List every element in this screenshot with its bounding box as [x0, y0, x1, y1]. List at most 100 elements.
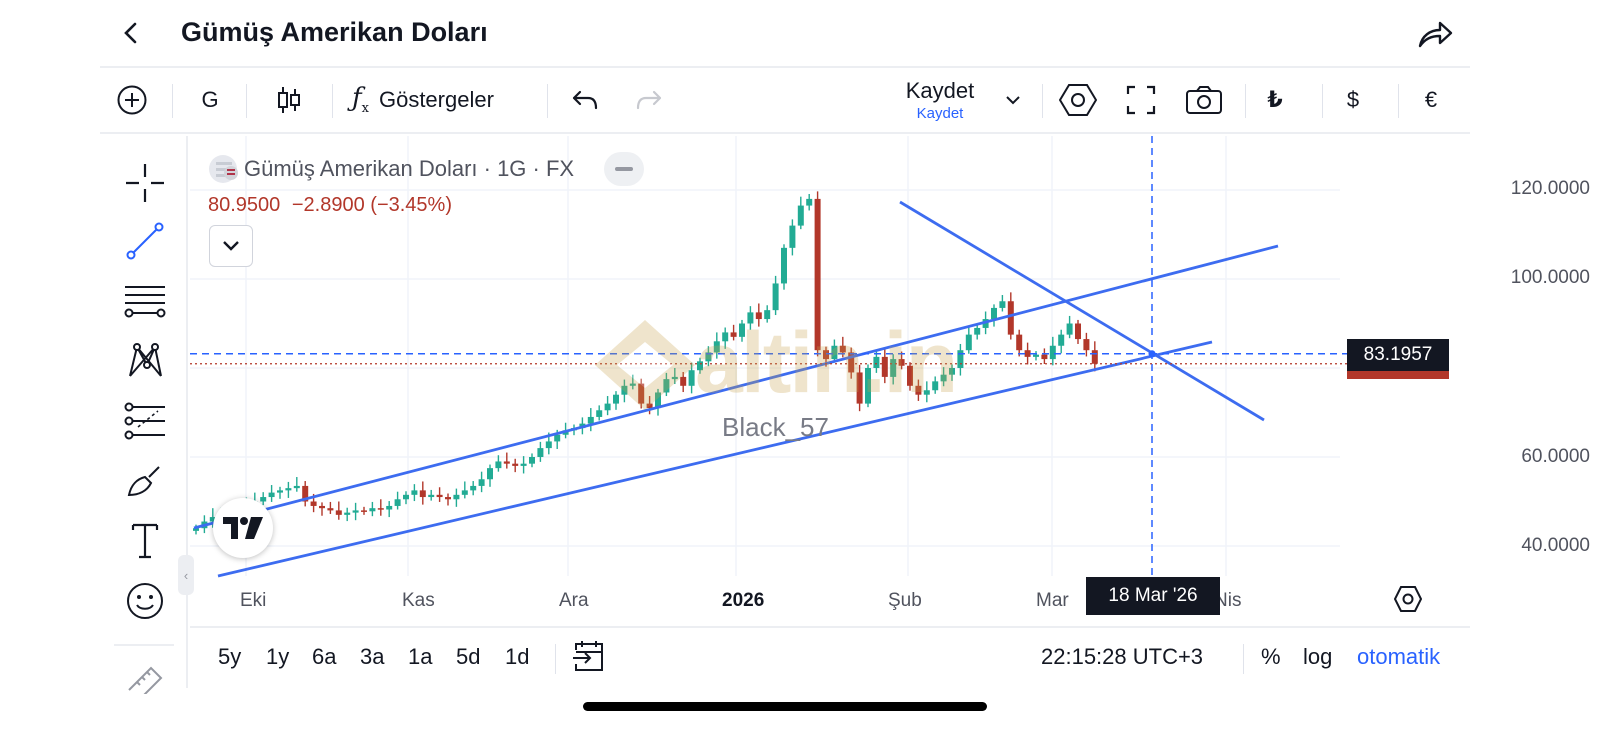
candle-body [797, 205, 804, 226]
plus-circle-icon [117, 85, 147, 115]
last-price-badge: 83.1957 [1347, 339, 1449, 371]
range-1d[interactable]: 1d [505, 644, 530, 669]
candle-body [663, 379, 670, 393]
candle-body [898, 359, 905, 366]
save-sublabel: Kaydet [916, 105, 964, 122]
minus-icon [615, 167, 634, 171]
save-label: Kaydet [905, 78, 975, 103]
candle-body [705, 352, 712, 362]
page-title: Gümüş Amerikan Doları [181, 17, 488, 47]
candles-icon [278, 87, 300, 113]
undo-button[interactable] [568, 68, 602, 132]
brush-tool[interactable] [122, 458, 168, 504]
crosshair-time-badge: 18 Mar '26 [1086, 577, 1220, 615]
screenshot-button[interactable] [1184, 68, 1224, 132]
emoji-tool[interactable] [122, 578, 168, 624]
legend-expand-button[interactable] [209, 225, 253, 267]
us-flag-icon [209, 155, 238, 183]
descending-trendline [899, 200, 1265, 422]
candle-body [831, 345, 838, 360]
price-label: 100.0000 [1510, 267, 1590, 288]
author-label: Black_57 [722, 412, 829, 442]
ruler-tool[interactable] [122, 656, 168, 702]
text-icon [131, 523, 159, 559]
candle-body [537, 448, 544, 457]
candle-body [453, 494, 460, 500]
candle-body [881, 356, 888, 377]
candle-body [260, 497, 267, 502]
range-5d[interactable]: 5d [456, 644, 481, 669]
candle-body [428, 494, 435, 498]
interval-button[interactable]: G [201, 87, 219, 112]
candle-body [923, 390, 930, 395]
save-button[interactable]: Kaydet Kaydet [900, 78, 980, 122]
forecast-tool[interactable] [122, 398, 168, 444]
candle-body [310, 501, 317, 506]
text-tool[interactable] [122, 518, 168, 564]
redo-icon [636, 90, 662, 110]
fullscreen-button[interactable] [1124, 68, 1158, 132]
currency-try-button[interactable]: ₺ [1267, 87, 1283, 112]
crosshair-icon [126, 164, 164, 202]
currency-eur-button[interactable]: € [1424, 87, 1438, 112]
candle-body [268, 492, 275, 498]
range-1y[interactable]: 1y [266, 644, 290, 669]
candle-body [991, 307, 997, 320]
candle-body [1033, 354, 1039, 357]
scale-settings-button[interactable] [1393, 586, 1423, 617]
symbol-title[interactable]: Gümüş Amerikan Doları · 1G · FX [244, 156, 575, 181]
candle-body [629, 383, 636, 386]
range-6a[interactable]: 6a [312, 644, 337, 669]
range-3a[interactable]: 3a [360, 644, 385, 669]
log-scale-toggle[interactable]: log [1303, 644, 1333, 669]
crosshair-tool[interactable] [122, 160, 168, 206]
camera-icon [1186, 86, 1222, 114]
indicators-label: Göstergeler [378, 87, 494, 112]
candle-body [293, 485, 300, 489]
goto-date-button[interactable] [572, 640, 606, 679]
collapse-toolbar-handle[interactable]: ‹ [178, 555, 194, 595]
price-chart[interactable] [190, 136, 1470, 624]
auto-scale-toggle[interactable]: otomatik [1357, 644, 1441, 669]
add-symbol-button[interactable] [112, 68, 152, 132]
candle-body [722, 332, 729, 342]
last-value: 80.9500 [208, 194, 281, 216]
candle-body [545, 441, 552, 449]
indicators-button[interactable]: ƒx Göstergeler [352, 68, 530, 132]
candle-body [613, 394, 619, 404]
range-5y[interactable]: 5y [218, 644, 242, 669]
candle-body [209, 517, 216, 522]
candle-body [747, 312, 754, 324]
crosshair-layer [190, 136, 1350, 576]
share-button[interactable] [1416, 16, 1454, 57]
time-label: Nis [1214, 590, 1242, 611]
range-1a[interactable]: 1a [408, 644, 433, 669]
divider [1042, 84, 1043, 118]
clock-timezone[interactable]: 22:15:28 UTC+3 [1041, 644, 1204, 669]
pattern-tool[interactable] [122, 338, 168, 384]
candle-body [1058, 334, 1065, 346]
currency-usd-button[interactable]: $ [1346, 87, 1360, 112]
tradingview-logo[interactable] [213, 498, 273, 558]
forecast-icon [124, 402, 165, 440]
percent-scale-toggle[interactable]: % [1261, 644, 1281, 669]
chart-type-button[interactable] [272, 68, 306, 132]
trendline-tool[interactable] [122, 218, 168, 264]
change-percent: (−3.45%) [370, 194, 452, 216]
candle-body [520, 463, 527, 466]
save-menu-button[interactable] [1000, 68, 1026, 132]
candle-body [823, 350, 829, 360]
candle-body [949, 368, 955, 375]
legend-collapse-button[interactable] [604, 152, 645, 186]
candle-body [688, 370, 695, 386]
candle-body [814, 198, 821, 351]
divider [547, 84, 548, 118]
candle-body [839, 345, 846, 353]
settings-button[interactable] [1058, 68, 1098, 132]
redo-button[interactable] [632, 68, 666, 132]
candle-body [781, 247, 787, 284]
back-button[interactable] [120, 18, 142, 56]
upper-channel-line [193, 244, 1279, 530]
fibonacci-tool[interactable] [122, 278, 168, 324]
time-label: 2026 [722, 590, 765, 611]
